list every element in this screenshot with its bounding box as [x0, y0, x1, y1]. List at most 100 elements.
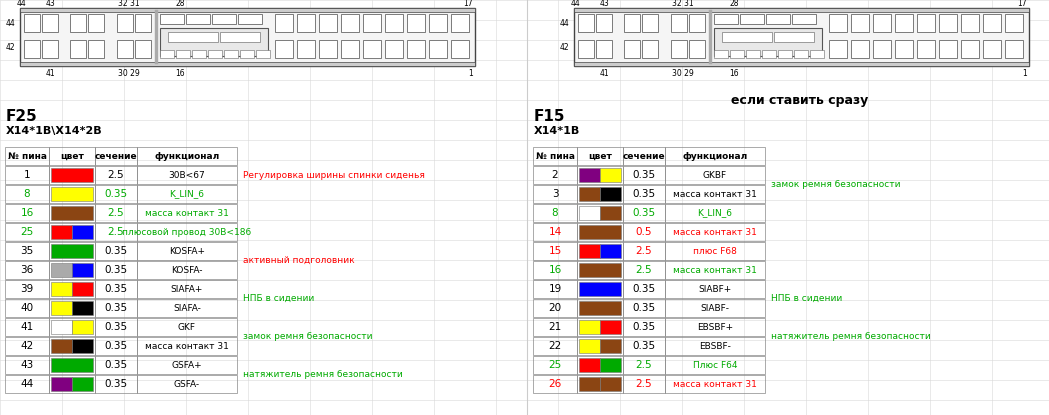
Bar [533, 223, 577, 241]
Bar [72, 339, 93, 353]
Bar [623, 242, 665, 260]
Text: 0.35: 0.35 [105, 265, 128, 275]
Bar [137, 280, 237, 298]
Text: EBSBF+: EBSBF+ [697, 322, 733, 332]
Bar [341, 14, 359, 32]
Bar [49, 242, 95, 260]
Bar [49, 166, 95, 184]
Bar [579, 358, 600, 372]
Text: 0.35: 0.35 [633, 341, 656, 351]
Bar [623, 261, 665, 279]
Bar [665, 299, 765, 317]
Bar [709, 10, 712, 64]
Text: 42: 42 [559, 44, 569, 53]
Text: 30 29: 30 29 [119, 68, 140, 78]
Text: Плюс F64: Плюс F64 [692, 361, 737, 369]
Text: GKBF: GKBF [703, 171, 727, 180]
Bar [135, 14, 151, 32]
Text: SIAFA-: SIAFA- [173, 303, 201, 312]
Text: 0.35: 0.35 [633, 284, 656, 294]
Bar [722, 32, 772, 42]
Bar [600, 377, 621, 391]
Text: X14*1B\X14*2B: X14*1B\X14*2B [6, 126, 103, 136]
Bar [51, 225, 72, 239]
Bar [794, 50, 808, 58]
Text: X14*1B: X14*1B [534, 126, 580, 136]
Text: GSFA+: GSFA+ [172, 361, 202, 369]
Bar [623, 337, 665, 355]
Text: НПБ в сидении: НПБ в сидении [243, 294, 315, 303]
Bar [160, 50, 174, 58]
Text: K_LIN_6: K_LIN_6 [170, 190, 205, 198]
Bar [95, 166, 137, 184]
Bar [577, 337, 623, 355]
Bar [135, 40, 151, 58]
Bar [5, 337, 49, 355]
Text: плюсовой провод 30В<186: плюсовой провод 30В<186 [123, 227, 252, 237]
Bar [49, 318, 95, 336]
Bar [155, 10, 158, 64]
Text: плюс F68: плюс F68 [693, 247, 737, 256]
Bar [275, 40, 293, 58]
Bar [95, 223, 137, 241]
Text: 0.35: 0.35 [633, 208, 656, 218]
Text: 0.5: 0.5 [636, 227, 652, 237]
Bar [240, 50, 254, 58]
Bar [665, 185, 765, 203]
Text: 43: 43 [45, 0, 55, 7]
Bar [774, 32, 814, 42]
Bar [577, 242, 623, 260]
Bar [895, 14, 913, 32]
Bar [689, 40, 705, 58]
Text: 16: 16 [729, 68, 738, 78]
Bar [579, 320, 600, 334]
Bar [961, 14, 979, 32]
Text: натяжитель ремня безопасности: натяжитель ремня безопасности [243, 370, 403, 379]
Bar [137, 375, 237, 393]
Bar [20, 8, 475, 66]
Bar [137, 223, 237, 241]
Text: 2.5: 2.5 [108, 227, 125, 237]
Bar [451, 14, 469, 32]
Bar [579, 244, 600, 258]
Bar [70, 14, 86, 32]
Text: 0.35: 0.35 [105, 341, 128, 351]
Bar [137, 356, 237, 374]
Bar [5, 261, 49, 279]
Bar [51, 358, 93, 372]
Bar [407, 14, 425, 32]
Bar [579, 282, 621, 296]
Bar [829, 14, 847, 32]
Bar [665, 280, 765, 298]
Bar [533, 318, 577, 336]
Text: 40: 40 [20, 303, 34, 313]
Bar [578, 14, 594, 32]
Bar [95, 261, 137, 279]
Bar [792, 14, 816, 24]
Text: 2.5: 2.5 [636, 246, 652, 256]
Bar [665, 166, 765, 184]
Text: 22: 22 [549, 341, 561, 351]
Bar [95, 356, 137, 374]
Bar [665, 375, 765, 393]
Text: 2: 2 [552, 170, 558, 180]
Bar [577, 223, 623, 241]
Bar [319, 40, 337, 58]
Bar [665, 223, 765, 241]
Text: 36: 36 [20, 265, 34, 275]
Text: 15: 15 [549, 246, 561, 256]
Bar [95, 318, 137, 336]
Bar [579, 168, 600, 182]
Bar [137, 185, 237, 203]
Bar [623, 223, 665, 241]
Text: 8: 8 [24, 189, 30, 199]
Bar [714, 14, 738, 24]
Text: 2.5: 2.5 [636, 360, 652, 370]
Bar [600, 206, 621, 220]
Bar [5, 223, 49, 241]
Bar [385, 40, 403, 58]
Bar [579, 225, 621, 239]
Bar [917, 14, 935, 32]
Bar [623, 356, 665, 374]
Bar [533, 299, 577, 317]
